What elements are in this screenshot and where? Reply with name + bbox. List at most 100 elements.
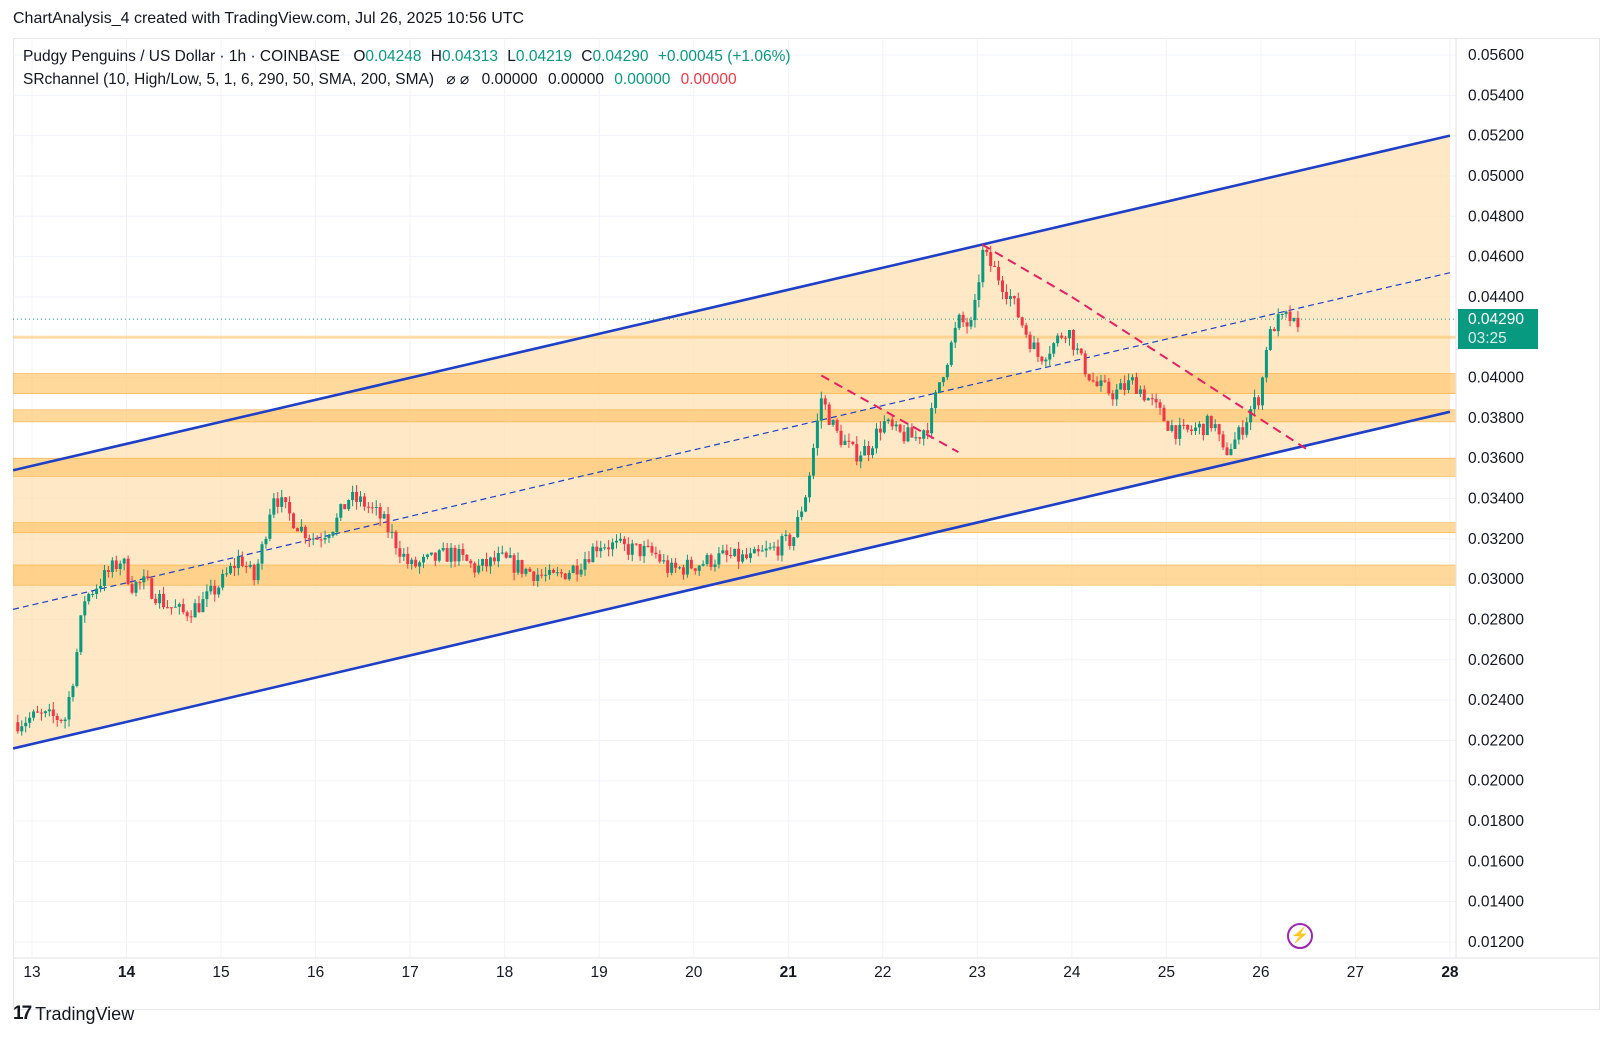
candle <box>327 533 331 543</box>
candle-body <box>898 424 902 432</box>
candle-body <box>63 719 67 721</box>
candle <box>1024 322 1028 338</box>
candle <box>701 560 705 567</box>
candle <box>1257 395 1261 410</box>
candle-body <box>634 543 638 545</box>
candle-body <box>272 498 276 515</box>
candle-body <box>252 564 256 581</box>
candle <box>55 713 59 727</box>
candle-body <box>492 557 496 562</box>
candle <box>508 547 512 559</box>
candle <box>280 489 284 513</box>
candle-body <box>504 552 508 558</box>
candle-body <box>303 526 307 539</box>
candle-body <box>181 604 185 613</box>
candle <box>500 545 504 555</box>
sr-zone <box>13 409 1456 423</box>
candle-body <box>221 573 225 588</box>
tradingview-footer[interactable]: 17 TradingView <box>13 1003 134 1025</box>
indicator-title[interactable]: SRchannel (10, High/Low, 5, 1, 6, 290, 5… <box>23 71 434 88</box>
candle-body <box>1083 353 1087 375</box>
candle <box>351 485 355 507</box>
candle-body <box>418 562 422 567</box>
open-label: O <box>353 48 366 65</box>
candle <box>760 544 764 552</box>
price-axis: 0.05600 0.05400 0.05200 0.05000 0.04800 0.046… <box>1468 47 1524 951</box>
candle <box>898 423 902 434</box>
candle <box>24 716 28 733</box>
last-price-value: 0.04290 <box>1468 311 1525 328</box>
candle <box>1048 345 1052 367</box>
candle <box>827 402 831 426</box>
candle-body <box>1020 317 1024 326</box>
candle-body <box>823 398 827 405</box>
candle-body <box>1264 349 1268 378</box>
candle-body <box>934 392 938 409</box>
candle-body <box>630 543 634 555</box>
lightning-icon[interactable]: ⚡ <box>1287 923 1313 949</box>
candle <box>776 539 780 561</box>
close-value: 0.04290 <box>592 48 649 65</box>
candle <box>930 402 934 439</box>
candle-body <box>524 568 528 574</box>
candle <box>811 443 815 480</box>
candle-body <box>394 531 398 549</box>
candle-body <box>1292 317 1296 322</box>
candle <box>1123 375 1127 396</box>
candle <box>1060 332 1064 340</box>
candle-body <box>134 582 138 593</box>
candle <box>914 430 918 442</box>
candle <box>79 614 83 656</box>
low-label: L <box>507 48 516 65</box>
candle-body <box>811 448 815 476</box>
candle <box>678 566 682 570</box>
indicator-value-2: 0.00000 <box>547 71 604 88</box>
candle <box>162 586 166 610</box>
candle-body <box>1130 377 1134 381</box>
candle <box>193 599 197 618</box>
indicator-visibility-icon[interactable]: ⌀ ⌀ <box>446 71 470 88</box>
candle <box>370 502 374 514</box>
candle <box>311 533 315 546</box>
candle <box>756 544 760 557</box>
candle-body <box>1174 425 1178 439</box>
candle <box>516 552 520 575</box>
candle-body <box>874 428 878 449</box>
candle <box>544 567 548 582</box>
candle <box>910 423 914 438</box>
chart-attribution: ChartAnalysis_4 created with TradingView… <box>13 10 525 27</box>
candle-body <box>1056 335 1060 344</box>
plot-area <box>13 134 1456 750</box>
channel-upper-line <box>13 134 1451 472</box>
candle <box>1237 425 1241 445</box>
candle-body <box>658 554 662 562</box>
candle-body <box>945 364 949 378</box>
price-tick-label: 0.01400 <box>1468 894 1524 911</box>
candle <box>729 547 733 559</box>
channel-midline <box>13 272 1451 610</box>
candle-body <box>670 562 674 573</box>
candle-body <box>555 572 559 574</box>
candle-body <box>445 548 449 562</box>
candle-body <box>189 616 193 618</box>
candle <box>1142 385 1146 402</box>
candle-body <box>461 548 465 555</box>
price-tick-label: 0.03400 <box>1468 491 1524 508</box>
candle <box>232 558 236 577</box>
candle <box>429 552 433 556</box>
candle <box>650 542 654 556</box>
candle-body <box>1237 427 1241 440</box>
candle <box>1166 420 1170 432</box>
candle-body <box>118 563 122 569</box>
symbol-title[interactable]: Pudgy Penguins / US Dollar · 1h · COINBA… <box>23 48 341 65</box>
candle <box>1190 425 1194 436</box>
candle-body <box>209 585 213 592</box>
channel-lower-line <box>13 410 1451 750</box>
candle-body <box>1166 421 1170 431</box>
candle <box>890 416 894 431</box>
candle <box>256 559 260 585</box>
candle <box>1130 374 1134 385</box>
candle-body <box>693 568 697 571</box>
candle <box>961 311 965 328</box>
